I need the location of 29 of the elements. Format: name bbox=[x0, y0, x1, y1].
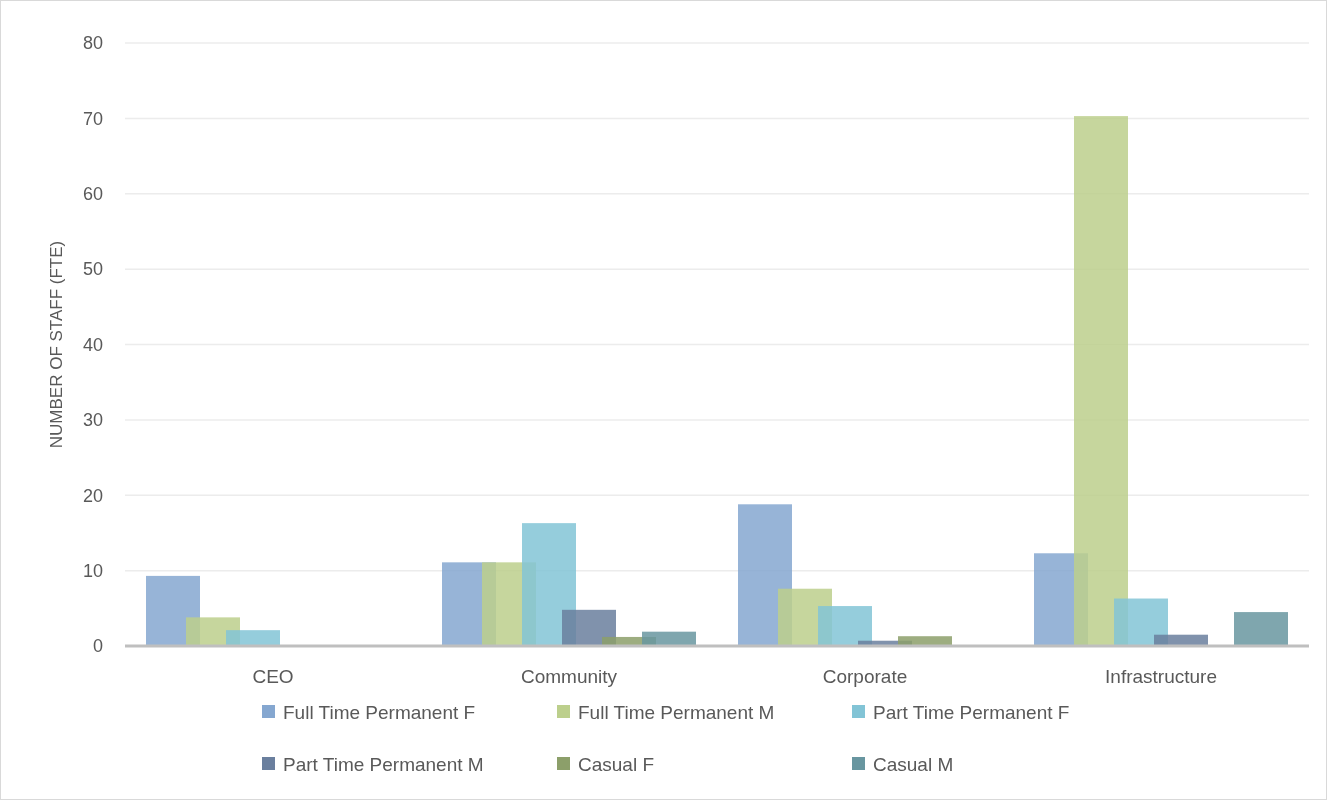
bar bbox=[1114, 598, 1168, 646]
y-tick-label: 70 bbox=[82, 108, 103, 129]
bar bbox=[1234, 612, 1288, 646]
legend-label: Casual F bbox=[578, 753, 655, 775]
legend-label: Casual M bbox=[873, 753, 954, 775]
bar bbox=[562, 609, 616, 646]
bar bbox=[1074, 116, 1128, 646]
y-axis-title: NUMBER OF STAFF (FTE) bbox=[47, 240, 66, 449]
legend-label: Part Time Permanent F bbox=[873, 701, 1070, 723]
bar bbox=[226, 630, 280, 646]
legend-label: Full Time Permanent M bbox=[578, 701, 775, 723]
y-tick-label: 20 bbox=[82, 485, 103, 506]
y-tick-label: 30 bbox=[82, 410, 103, 431]
y-tick-label: 60 bbox=[82, 184, 103, 205]
bar bbox=[818, 606, 872, 646]
legend-label: Full Time Permanent F bbox=[283, 701, 476, 723]
y-tick-label: 10 bbox=[82, 560, 103, 581]
x-tick-label: Corporate bbox=[822, 666, 908, 687]
x-tick-label: Community bbox=[520, 666, 618, 687]
x-tick-label: Infrastructure bbox=[1105, 666, 1217, 687]
y-tick-label: 80 bbox=[82, 33, 103, 54]
bar bbox=[898, 636, 952, 646]
y-tick-label: 40 bbox=[82, 334, 103, 355]
x-tick-label: CEO bbox=[252, 666, 294, 687]
y-tick-label: 0 bbox=[92, 636, 103, 657]
bar bbox=[642, 631, 696, 646]
bar bbox=[522, 523, 576, 646]
y-tick-label: 50 bbox=[82, 259, 103, 280]
legend-label: Part Time Permanent M bbox=[283, 753, 484, 775]
